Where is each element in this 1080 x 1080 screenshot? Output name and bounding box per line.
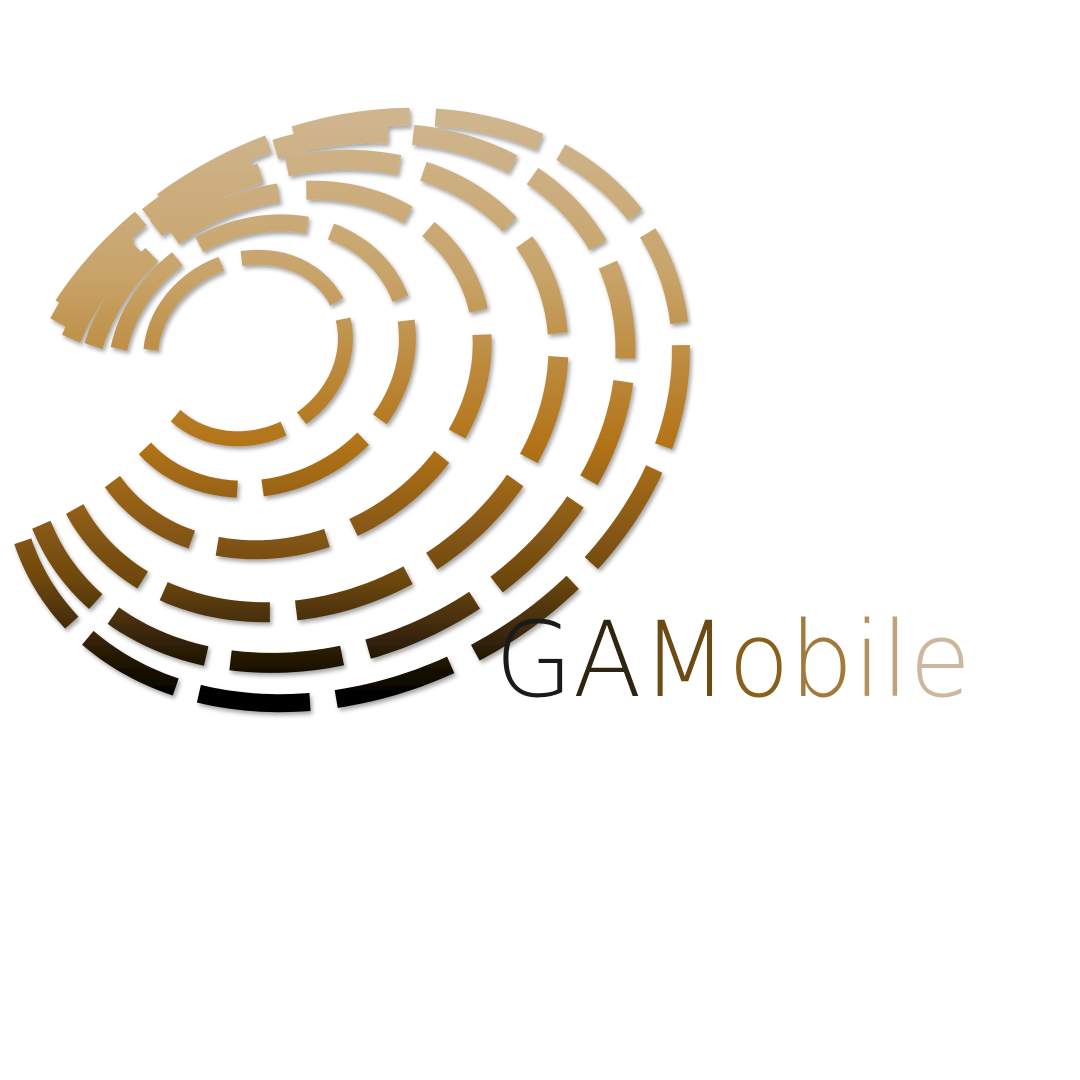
emblem-segment <box>149 163 264 237</box>
emblem-segment <box>84 247 159 350</box>
emblem-segment <box>470 575 579 661</box>
emblem-segment <box>580 379 634 486</box>
emblem-segment <box>32 520 103 610</box>
wordmark-letter: M <box>642 599 729 721</box>
emblem-segment <box>61 239 143 343</box>
emblem-segment <box>639 228 689 325</box>
emblem-segment <box>327 223 409 303</box>
emblem-segment <box>110 252 183 351</box>
wordmark-letter: A <box>573 599 642 721</box>
emblem-segment <box>138 442 238 498</box>
emblem-segment <box>143 256 225 351</box>
emblem-segment <box>372 319 416 425</box>
emblem-segment <box>556 144 643 221</box>
emblem-segment <box>598 260 636 359</box>
emblem-segment <box>296 317 353 425</box>
emblem-segment <box>240 249 344 306</box>
emblem-segment <box>159 581 270 623</box>
emblem-segment <box>65 504 149 589</box>
emblem-segment <box>294 566 413 621</box>
emblem-segment <box>516 236 568 335</box>
emblem-segment <box>168 183 281 245</box>
wordmark-letter: o <box>728 599 789 721</box>
emblem-segment <box>306 180 413 224</box>
emblem-segment <box>412 124 518 174</box>
wordmark-letter: G <box>495 599 573 721</box>
emblem-segment <box>107 607 209 666</box>
emblem-segment <box>104 475 196 549</box>
emblem-segment <box>215 528 330 560</box>
emblem-segment <box>426 474 524 570</box>
emblem-segment <box>291 107 411 144</box>
emblem-segment <box>526 167 607 251</box>
emblem-segment <box>195 214 309 252</box>
emblem-segment <box>584 465 663 570</box>
emblem-segment <box>519 356 569 464</box>
emblem-segment <box>284 149 402 177</box>
wordmark-letter: e <box>909 599 971 721</box>
emblem-segment <box>229 645 345 673</box>
emblem-segment <box>156 135 272 209</box>
emblem-segment <box>365 591 481 659</box>
emblem-segment <box>420 161 517 232</box>
emblem-segment <box>434 108 544 151</box>
wordmark-letter: b <box>790 599 854 721</box>
emblem-segment <box>422 221 488 313</box>
emblem-segment <box>170 409 287 447</box>
emblem-segment <box>490 496 584 593</box>
emblem-segment <box>272 123 389 159</box>
emblem-segments <box>14 107 690 713</box>
brand-wordmark: GAMobile <box>495 599 971 721</box>
emblem-segment <box>14 538 79 629</box>
emblem-segment <box>55 211 147 311</box>
emblem-segment <box>655 344 690 450</box>
wordmark-letter: i <box>853 599 881 721</box>
emblem-segment <box>334 656 455 708</box>
brand-name: GAMobile <box>495 599 971 721</box>
emblem-segment <box>196 684 311 713</box>
wordmark-letter: l <box>881 599 909 721</box>
emblem-segment <box>448 334 492 439</box>
emblem-segment <box>261 432 370 497</box>
emblem-segment <box>82 630 179 696</box>
emblem-segment <box>349 450 450 537</box>
